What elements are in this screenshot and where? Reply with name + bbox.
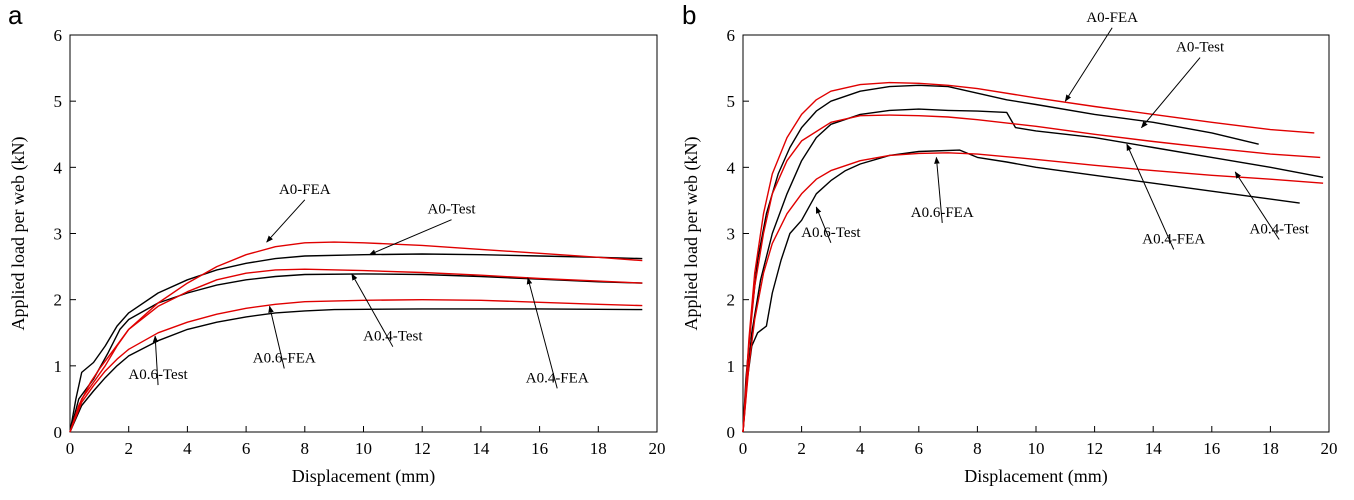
panel-a-series-a0-4-test-line: [69, 273, 643, 433]
panel-a-series-a0-test-line: [69, 253, 643, 433]
panel-a-y-tick-label: 4: [54, 158, 63, 177]
panel-b-annotation-label-a0-test: A0-Test: [1176, 40, 1225, 56]
panel-b-y-tick-label: 0: [727, 423, 736, 442]
panel-b-series-a0-test-line: [742, 84, 1259, 433]
panel-a-x-tick-label: 4: [183, 439, 192, 458]
panel-a-x-tick-label: 8: [301, 439, 310, 458]
panel-a-annotation-label-a0-fea: A0-FEA: [279, 182, 331, 198]
panel-a-series-a0-4-fea-line: [69, 268, 643, 433]
panel-a-series-a0-6-fea-line: [69, 299, 643, 433]
panel-a-x-tick-label: 20: [649, 439, 666, 458]
panel-a-series-a0-fea-line: [69, 241, 643, 433]
panel-b-annotation-arrow-a0-6-fea: [934, 156, 943, 224]
panel-b-x-tick-label: 16: [1203, 439, 1220, 458]
panel-a-annotation-label-a0-test: A0-Test: [427, 202, 476, 218]
panel-b-x-tick-label: 8: [973, 439, 982, 458]
panel-a-annotation-arrow-a0-6-fea: [268, 305, 285, 369]
panel-b-y-tick-label: 1: [727, 357, 736, 376]
panel-a-annotation-label-a0-4-fea: A0.4-FEA: [526, 370, 589, 386]
panel-b-series-a0-4-fea-line: [742, 114, 1321, 433]
panel-a-y-tick-label: 5: [54, 92, 63, 111]
panel-b-y-tick-label: 2: [727, 291, 736, 310]
panel-a-x-axis-label: Displacement (mm): [292, 466, 435, 487]
panel-a-annotation-label-a0-6-test: A0.6-Test: [128, 367, 188, 383]
panel-b-x-tick-label: 20: [1321, 439, 1338, 458]
panel-b-annotation-arrow-a0-6-test: [815, 206, 832, 243]
panel-b-y-tick-label: 3: [727, 225, 736, 244]
panel-a-letter: a: [8, 0, 23, 30]
panel-a-x-tick-label: 18: [590, 439, 607, 458]
panel-a-y-tick-label: 3: [54, 225, 63, 244]
panel-b-annotation-arrow-a0-4-fea: [1126, 143, 1175, 250]
panel-b-annotation-arrow-a0-4-test: [1234, 171, 1280, 240]
panel-a-annotation-arrow-a0-4-test: [351, 273, 394, 347]
panel-b-x-tick-label: 14: [1145, 439, 1163, 458]
panel-a-annotation-label-a0-4-test: A0.4-Test: [363, 329, 423, 345]
panel-a-y-tick-label: 0: [54, 423, 63, 442]
panel-b-x-tick-label: 18: [1262, 439, 1279, 458]
panel-a-x-tick-label: 12: [414, 439, 431, 458]
panel-b-annotation-label-a0-6-fea: A0.6-FEA: [911, 205, 974, 221]
panel-b-x-tick-label: 6: [915, 439, 924, 458]
panel-b-x-tick-label: 10: [1028, 439, 1045, 458]
panel-a-x-tick-label: 0: [66, 439, 75, 458]
panel-b-x-tick-label: 12: [1086, 439, 1103, 458]
panel-a-y-tick-label: 6: [54, 26, 63, 45]
panel-b-y-axis-label: Applied load per web (kN): [681, 137, 702, 331]
panel-a-series-a0-6-test-line: [69, 308, 643, 433]
panel-a-y-tick-label: 1: [54, 357, 63, 376]
panel-b-annotation-label-a0-4-test: A0.4-Test: [1250, 222, 1310, 238]
panel-a-annotation-arrow-a0-test: [368, 219, 452, 256]
panel-b-y-tick-label: 5: [727, 92, 736, 111]
panel-a-annotation-label-a0-6-fea: A0.6-FEA: [253, 351, 316, 367]
panel-a-x-tick-label: 6: [242, 439, 251, 458]
panel-b-x-tick-label: 0: [739, 439, 748, 458]
panel-b-x-tick-label: 2: [797, 439, 806, 458]
panel-b-annotation-label-a0-fea: A0-FEA: [1086, 10, 1138, 26]
panel-b-x-axis-label: Displacement (mm): [964, 466, 1107, 487]
panel-a-x-tick-label: 16: [531, 439, 548, 458]
panel-a-annotation-arrow-a0-fea: [266, 199, 306, 243]
panel-b-y-tick-label: 4: [727, 158, 736, 177]
panel-a-y-tick-label: 2: [54, 291, 63, 310]
panel-b-x-tick-label: 4: [856, 439, 865, 458]
panel-a-x-tick-label: 2: [124, 439, 133, 458]
panel-b-letter: b: [682, 0, 696, 30]
panel-b-series-a0-4-test-line: [742, 108, 1324, 433]
panel-b-series-a0-6-fea-line: [742, 152, 1324, 433]
panel-a-x-tick-label: 14: [472, 439, 490, 458]
panel-b-annotation-arrow-a0-fea: [1064, 27, 1113, 102]
panel-a-annotation-arrow-a0-6-test: [152, 335, 159, 386]
panel-a-annotation-arrow-a0-4-fea: [526, 277, 558, 389]
panel-b-annotation-label-a0-6-test: A0.6-Test: [801, 225, 861, 241]
panel-b-annotation-arrow-a0-test: [1141, 57, 1201, 129]
panel-b-y-tick-label: 6: [727, 26, 736, 45]
panel-b-series-a0-6-test-line: [742, 149, 1300, 433]
panel-a-y-axis-label: Applied load per web (kN): [8, 137, 29, 331]
panel-b-annotation-label-a0-4-fea: A0.4-FEA: [1142, 231, 1205, 247]
panel-b-series-a0-fea-line: [742, 81, 1315, 433]
panel-a-x-tick-label: 10: [355, 439, 372, 458]
